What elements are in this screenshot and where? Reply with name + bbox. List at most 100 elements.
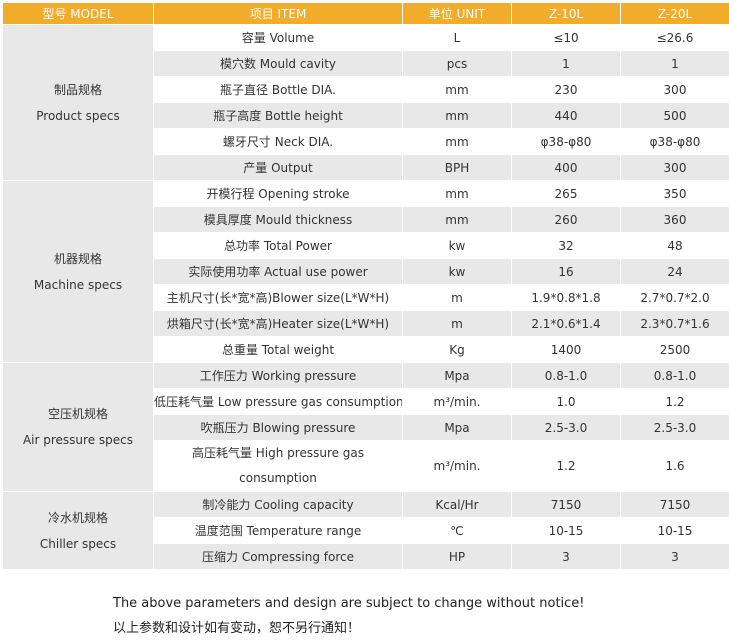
- cell-item: 制冷能力 Cooling capacity: [153, 491, 403, 518]
- cell-z20: 24: [620, 258, 729, 285]
- cell-item: 实际使用功率 Actual use power: [153, 258, 403, 285]
- table-row: 总重量 Total weight Kg 1400 2500: [3, 336, 729, 363]
- table-row: 主机尺寸(长*宽*高)Blower size(L*W*H) m 1.9*0.8*1.…: [3, 284, 729, 311]
- cell-item: 模具厚度 Mould thickness: [153, 206, 403, 233]
- cell-z10: 440: [511, 102, 621, 129]
- cell-item: 主机尺寸(长*宽*高)Blower size(L*W*H): [153, 284, 403, 311]
- group-label-cn: 机器规格: [53, 251, 102, 266]
- cell-z10: 32: [511, 232, 621, 259]
- cell-z10: 0.8-1.0: [511, 362, 621, 389]
- cell-z20: 7150: [620, 491, 729, 518]
- cell-z20: 1: [620, 50, 729, 77]
- cell-z10: 400: [511, 154, 621, 181]
- group-label: 机器规格 Machine specs: [2, 180, 154, 363]
- cell-z10: 1.2: [511, 440, 621, 492]
- group-label: 空压机规格 Air pressure specs: [2, 362, 154, 492]
- cell-z10: 1: [511, 50, 621, 77]
- cell-unit: ℃: [402, 517, 512, 544]
- cell-item: 吹瓶压力 Blowing pressure: [153, 414, 403, 441]
- header-row: 型号 MODEL 项目 ITEM 单位 UNIT Z-10L Z-20L: [2, 2, 729, 25]
- cell-z10: 265: [511, 180, 621, 207]
- cell-z10: 260: [511, 206, 621, 233]
- header-model: 型号 MODEL: [2, 2, 154, 25]
- cell-item: 高压耗气量 High pressure gas consumption: [153, 440, 403, 492]
- table-row: 烘箱尺寸(长*宽*高)Heater size(L*W*H) m 2.1*0.6*1.…: [3, 310, 729, 337]
- cell-z20: 2.3*0.7*1.6: [620, 310, 729, 337]
- group-label-cn: 制品规格: [53, 82, 102, 97]
- cell-item: 温度范围 Temperature range: [153, 517, 403, 544]
- cell-z20: 300: [620, 76, 729, 103]
- table-row: 冷水机规格 Chiller specs 制冷能力 Cooling capacity K…: [2, 491, 729, 570]
- header-z10: Z-10L: [511, 2, 621, 25]
- table-row: 瓶子高度 Bottle height mm 440 500: [3, 102, 729, 129]
- cell-item: 总功率 Total Power: [153, 232, 403, 259]
- header-item: 项目 ITEM: [153, 2, 403, 25]
- cell-z10: 1.0: [511, 388, 621, 415]
- cell-z20: 1.2: [620, 388, 729, 415]
- table-row: 产量 Output BPH 400 300: [3, 154, 729, 181]
- cell-z20: 360: [620, 206, 729, 233]
- cell-z20: φ38-φ80: [620, 128, 729, 155]
- cell-z10: 1400: [511, 336, 621, 363]
- table-row: 空压机规格 Air pressure specs 工作压力 Working pres…: [2, 362, 729, 492]
- cell-item: 模穴数 Mould cavity: [153, 50, 403, 77]
- note-cn: 以上参数和设计如有变动，恕不另行通知！: [113, 621, 361, 636]
- cell-unit: Kg: [402, 336, 512, 363]
- cell-unit: mm: [402, 76, 512, 103]
- cell-unit: mm: [402, 206, 512, 233]
- group-label-en: Machine specs: [33, 277, 123, 292]
- cell-unit: mm: [402, 128, 512, 155]
- cell-unit: L: [402, 24, 512, 51]
- cell-item: 产量 Output: [153, 154, 403, 181]
- table-row: 模穴数 Mould cavity pcs 1 1: [3, 50, 729, 77]
- table-row: 总功率 Total Power kw 32 48: [3, 232, 729, 259]
- table-row: 螺牙尺寸 Neck DIA. mm φ38-φ80 φ38-φ80: [3, 128, 729, 155]
- cell-z10: 16: [511, 258, 621, 285]
- cell-unit: kw: [402, 258, 512, 285]
- table-row: 温度范围 Temperature range ℃ 10-15 10-15: [3, 517, 729, 544]
- cell-z10: ≤10: [511, 24, 621, 51]
- group-label-en: Product specs: [36, 108, 120, 123]
- cell-item: 总重量 Total weight: [153, 336, 403, 363]
- cell-item: 开模行程 Opening stroke: [153, 180, 403, 207]
- cell-z20: 300: [620, 154, 729, 181]
- note-en: The above parameters and design are subj…: [113, 596, 585, 611]
- cell-z20: 3: [620, 543, 729, 570]
- group-label: 制品规格 Product specs: [2, 24, 154, 181]
- cell-unit: HP: [402, 543, 512, 570]
- cell-unit: Mpa: [402, 362, 512, 389]
- cell-z10: φ38-φ80: [511, 128, 621, 155]
- cell-z20: ≤26.6: [620, 24, 729, 51]
- cell-z10: 2.5-3.0: [511, 414, 621, 441]
- cell-z10: 10-15: [511, 517, 621, 544]
- cell-item: 瓶子直径 Bottle DIA.: [153, 76, 403, 103]
- cell-unit: mm: [402, 180, 512, 207]
- table-row: 机器规格 Machine specs 开模行程 Opening stroke mm 26…: [2, 180, 729, 363]
- cell-unit: m³/min.: [402, 440, 512, 492]
- cell-item: 烘箱尺寸(长*宽*高)Heater size(L*W*H): [153, 310, 403, 337]
- cell-z20: 2.7*0.7*2.0: [620, 284, 729, 311]
- cell-z20: 2500: [620, 336, 729, 363]
- cell-unit: kw: [402, 232, 512, 259]
- cell-item: 螺牙尺寸 Neck DIA.: [153, 128, 403, 155]
- table-row: 制品规格 Product specs 容量 Volume L ≤10 ≤26.6: [2, 24, 729, 181]
- table-row: 瓶子直径 Bottle DIA. mm 230 300: [3, 76, 729, 103]
- header-z20: Z-20L: [620, 2, 729, 25]
- cell-z10: 1.9*0.8*1.8: [511, 284, 621, 311]
- cell-z20: 2.5-3.0: [620, 414, 729, 441]
- cell-unit: m³/min.: [402, 388, 512, 415]
- table-row: 模具厚度 Mould thickness mm 260 360: [3, 206, 729, 233]
- cell-unit: Mpa: [402, 414, 512, 441]
- cell-unit: BPH: [402, 154, 512, 181]
- cell-item: 容量 Volume: [153, 24, 403, 51]
- cell-z10: 3: [511, 543, 621, 570]
- table-row: 压缩力 Compressing force HP 3 3: [3, 543, 729, 570]
- cell-unit: mm: [402, 102, 512, 129]
- group-label-cn: 冷水机规格: [47, 510, 108, 525]
- cell-item: 工作压力 Working pressure: [153, 362, 403, 389]
- group-label-en: Chiller specs: [39, 536, 117, 551]
- group-label-cn: 空压机规格: [47, 407, 108, 421]
- cell-item: 瓶子高度 Bottle height: [153, 102, 403, 129]
- cell-item: 压缩力 Compressing force: [153, 543, 403, 570]
- cell-z20: 350: [620, 180, 729, 207]
